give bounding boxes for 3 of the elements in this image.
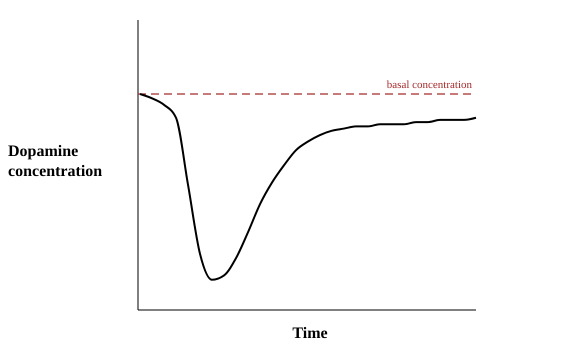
x-axis-title: Time	[292, 325, 328, 342]
ref-line-label: basal concentration	[386, 79, 472, 91]
y-axis-title: Dopamine concentration	[8, 143, 102, 180]
